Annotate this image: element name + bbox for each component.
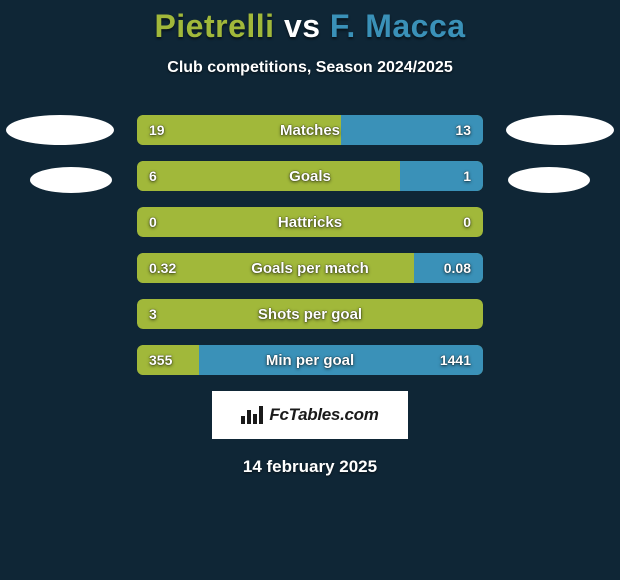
subtitle: Club competitions, Season 2024/2025 [0,59,620,77]
bar-chart-icon [241,406,263,424]
bar-right [199,345,483,375]
bar-left [137,161,400,191]
stat-row: Min per goal3551441 [137,345,483,375]
team-badge-right [506,115,614,145]
stat-row: Goals per match0.320.08 [137,253,483,283]
player1-name: Pietrelli [154,8,274,44]
stat-row: Goals61 [137,161,483,191]
page-title: Pietrelli vs F. Macca [0,0,620,45]
stat-row: Hattricks00 [137,207,483,237]
team-badge-right-2 [508,167,590,193]
bar-right [400,161,483,191]
logo-text: FcTables.com [269,405,378,425]
bar-right [414,253,483,283]
team-badge-left-2 [30,167,112,193]
team-badge-left [6,115,114,145]
bar-left [137,345,199,375]
bar-left [137,115,341,145]
bar-left [137,253,414,283]
stat-row: Matches1913 [137,115,483,145]
vs-text: vs [284,8,321,44]
player2-name: F. Macca [330,8,466,44]
fctables-logo: FcTables.com [212,391,408,439]
stat-row: Shots per goal3 [137,299,483,329]
bar-right [341,115,483,145]
chart-rows: Matches1913 Goals61 Hattricks00 Goals per m… [137,115,483,375]
comparison-chart: Matches1913 Goals61 Hattricks00 Goals per m… [0,115,620,375]
date-text: 14 february 2025 [0,457,620,477]
